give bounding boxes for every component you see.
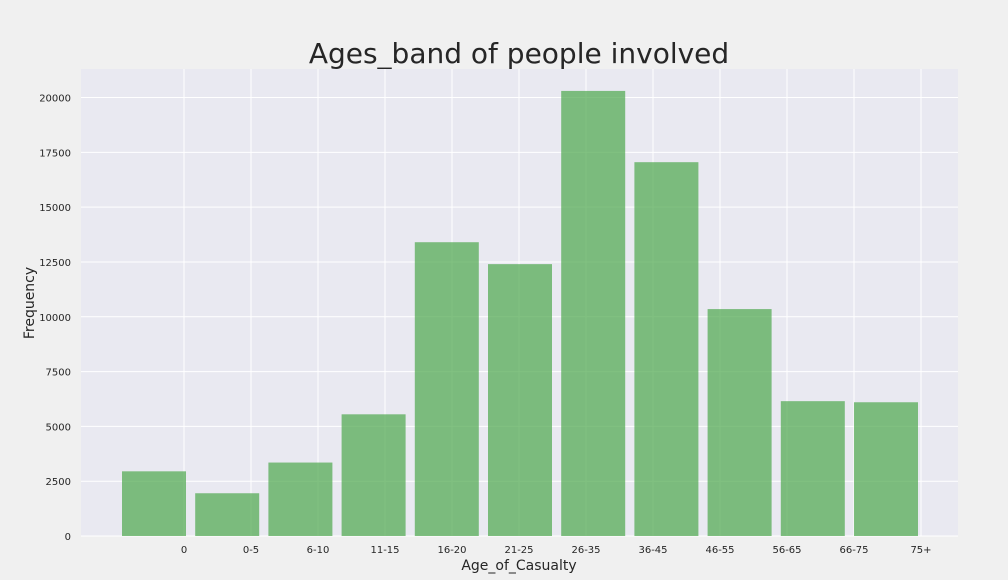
bar bbox=[122, 471, 186, 536]
bar bbox=[707, 309, 772, 536]
x-tick-label: 0 bbox=[181, 545, 187, 556]
x-tick-label: 16-20 bbox=[437, 545, 466, 556]
bar bbox=[634, 162, 699, 536]
y-tick-label: 15000 bbox=[39, 203, 71, 214]
y-axis-ticks: 0 2500 5000 7500 10000 12500 15000 17500 20000 bbox=[39, 94, 71, 543]
y-tick-label: 12500 bbox=[39, 258, 71, 269]
y-tick-label: 17500 bbox=[39, 148, 71, 159]
bar bbox=[341, 414, 406, 536]
x-tick-label: 46-55 bbox=[705, 545, 734, 556]
x-tick-label: 21-25 bbox=[504, 545, 533, 556]
x-tick-label: 56-65 bbox=[772, 545, 801, 556]
y-tick-label: 7500 bbox=[46, 368, 71, 379]
y-axis-label: Frequency bbox=[22, 267, 38, 339]
x-tick-label: 36-45 bbox=[638, 545, 667, 556]
bar bbox=[854, 402, 918, 536]
bar bbox=[268, 462, 333, 536]
x-tick-label: 11-15 bbox=[370, 545, 399, 556]
bar bbox=[195, 493, 260, 536]
x-tick-label: 0-5 bbox=[243, 545, 259, 556]
x-axis-ticks: 0 0-5 6-10 11-15 16-20 21-25 26-35 36-45 46-55 56… bbox=[181, 545, 932, 556]
bar bbox=[561, 90, 626, 537]
x-tick-label: 6-10 bbox=[307, 545, 330, 556]
x-axis-label: Age_of_Casualty bbox=[461, 558, 576, 574]
y-tick-label: 20000 bbox=[39, 94, 71, 105]
y-tick-label: 0 bbox=[65, 532, 71, 543]
x-tick-label: 26-35 bbox=[571, 545, 600, 556]
chart-title: Ages_band of people involved bbox=[309, 37, 729, 70]
bar bbox=[780, 401, 845, 536]
y-tick-label: 2500 bbox=[46, 477, 71, 488]
y-tick-label: 5000 bbox=[46, 422, 71, 433]
bar bbox=[488, 264, 552, 536]
y-tick-label: 10000 bbox=[39, 313, 71, 324]
x-tick-label: 66-75 bbox=[839, 545, 868, 556]
x-tick-label: 75+ bbox=[910, 545, 931, 556]
bars bbox=[122, 90, 918, 537]
bar bbox=[414, 242, 479, 536]
